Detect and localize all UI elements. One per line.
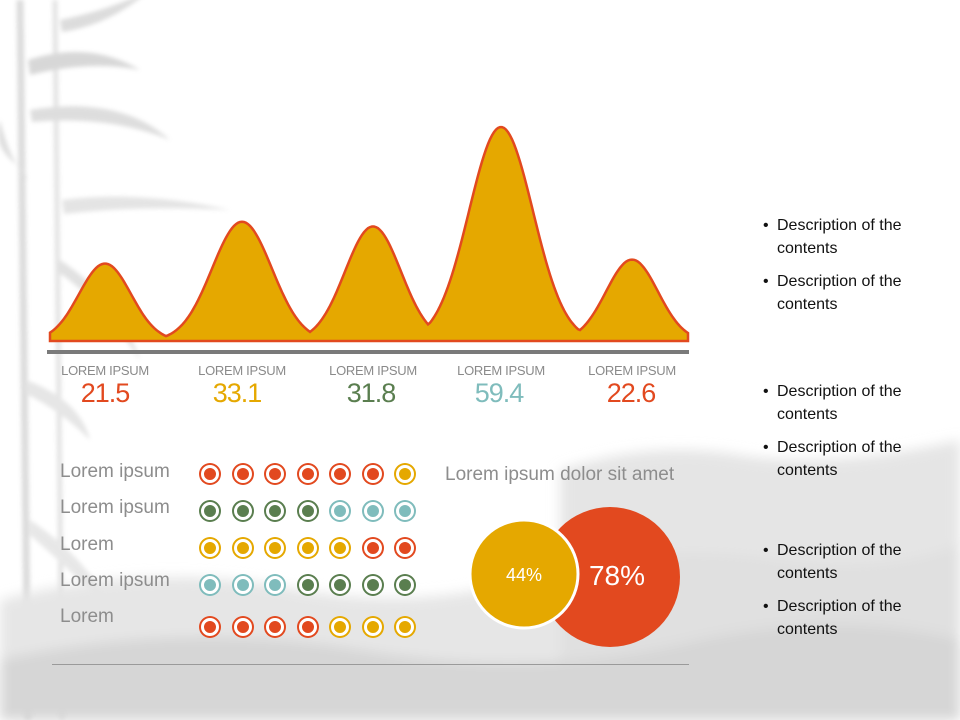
peak-value-3: 31.8 — [346, 378, 397, 408]
rating-dot — [233, 618, 252, 636]
bullet-item: Description of the contents — [763, 539, 953, 585]
rating-dot — [363, 618, 382, 636]
bullet-group-1: Description of the contents Description … — [763, 214, 953, 326]
peak-label-3: LOREM IPSUM — [329, 363, 417, 378]
rating-dot — [363, 539, 382, 557]
rating-dot — [298, 576, 317, 594]
rating-dot — [233, 502, 252, 520]
row-label-5: Lorem — [60, 606, 114, 627]
peak-label-5: LOREM IPSUM — [588, 363, 676, 378]
compare-title: Lorem ipsum dolor sit amet — [445, 464, 675, 485]
rating-dot — [396, 539, 414, 557]
rating-dot — [363, 502, 382, 520]
rating-dot — [331, 502, 349, 520]
rating-dot — [201, 539, 219, 557]
rating-dot — [266, 576, 284, 594]
rating-dot — [298, 502, 317, 520]
peak-value-2: 33.1 — [212, 378, 263, 408]
rating-dot — [396, 465, 414, 483]
rating-dot — [201, 465, 219, 483]
rating-dot — [363, 465, 382, 483]
rating-dot — [201, 502, 219, 520]
peak-label-4: LOREM IPSUM — [457, 363, 545, 378]
rating-dot — [396, 618, 414, 636]
peak-value-1: 21.5 — [80, 378, 131, 408]
rating-dot — [396, 576, 414, 594]
rating-dot — [331, 539, 349, 557]
rating-dot — [396, 502, 414, 520]
rating-dot — [233, 576, 252, 594]
rating-dot — [266, 618, 284, 636]
bullet-group-3: Description of the contents Description … — [763, 539, 953, 651]
rating-dot — [266, 465, 284, 483]
compare-circles: 44% 78% — [468, 507, 680, 647]
rating-dot — [233, 539, 252, 557]
bullet-item: Description of the contents — [763, 595, 953, 641]
rating-dot — [201, 618, 219, 636]
rating-dot — [331, 576, 349, 594]
peak-value-5: 22.6 — [606, 378, 657, 408]
peak-value-4: 59.4 — [474, 378, 525, 408]
rating-dot — [298, 465, 317, 483]
rating-dot — [233, 465, 252, 483]
peak-label-1: LOREM IPSUM — [61, 363, 149, 378]
bullet-item: Description of the contents — [763, 436, 953, 482]
rating-dot — [363, 576, 382, 594]
bullet-item: Description of the contents — [763, 270, 953, 316]
pct-44: 44% — [506, 565, 542, 585]
rating-dot — [298, 618, 317, 636]
rating-dot — [331, 618, 349, 636]
rating-dot — [331, 465, 349, 483]
rating-dot — [266, 502, 284, 520]
row-label-1: Lorem ipsum — [60, 461, 170, 482]
rating-dot — [298, 539, 317, 557]
pct-78: 78% — [589, 560, 645, 591]
circle-44 — [468, 518, 580, 630]
row-label-2: Lorem ipsum — [60, 497, 170, 518]
rating-dot — [266, 539, 284, 557]
bottom-rule — [52, 664, 689, 665]
bullet-item: Description of the contents — [763, 214, 953, 260]
circle-78 — [540, 507, 680, 647]
bullet-item: Description of the contents — [763, 380, 953, 426]
rating-dot — [201, 576, 219, 594]
peak-label-2: LOREM IPSUM — [198, 363, 286, 378]
row-label-4: Lorem ipsum — [60, 570, 170, 591]
bullet-group-2: Description of the contents Description … — [763, 380, 953, 492]
row-label-3: Lorem — [60, 534, 114, 555]
peaks-area — [48, 125, 690, 343]
